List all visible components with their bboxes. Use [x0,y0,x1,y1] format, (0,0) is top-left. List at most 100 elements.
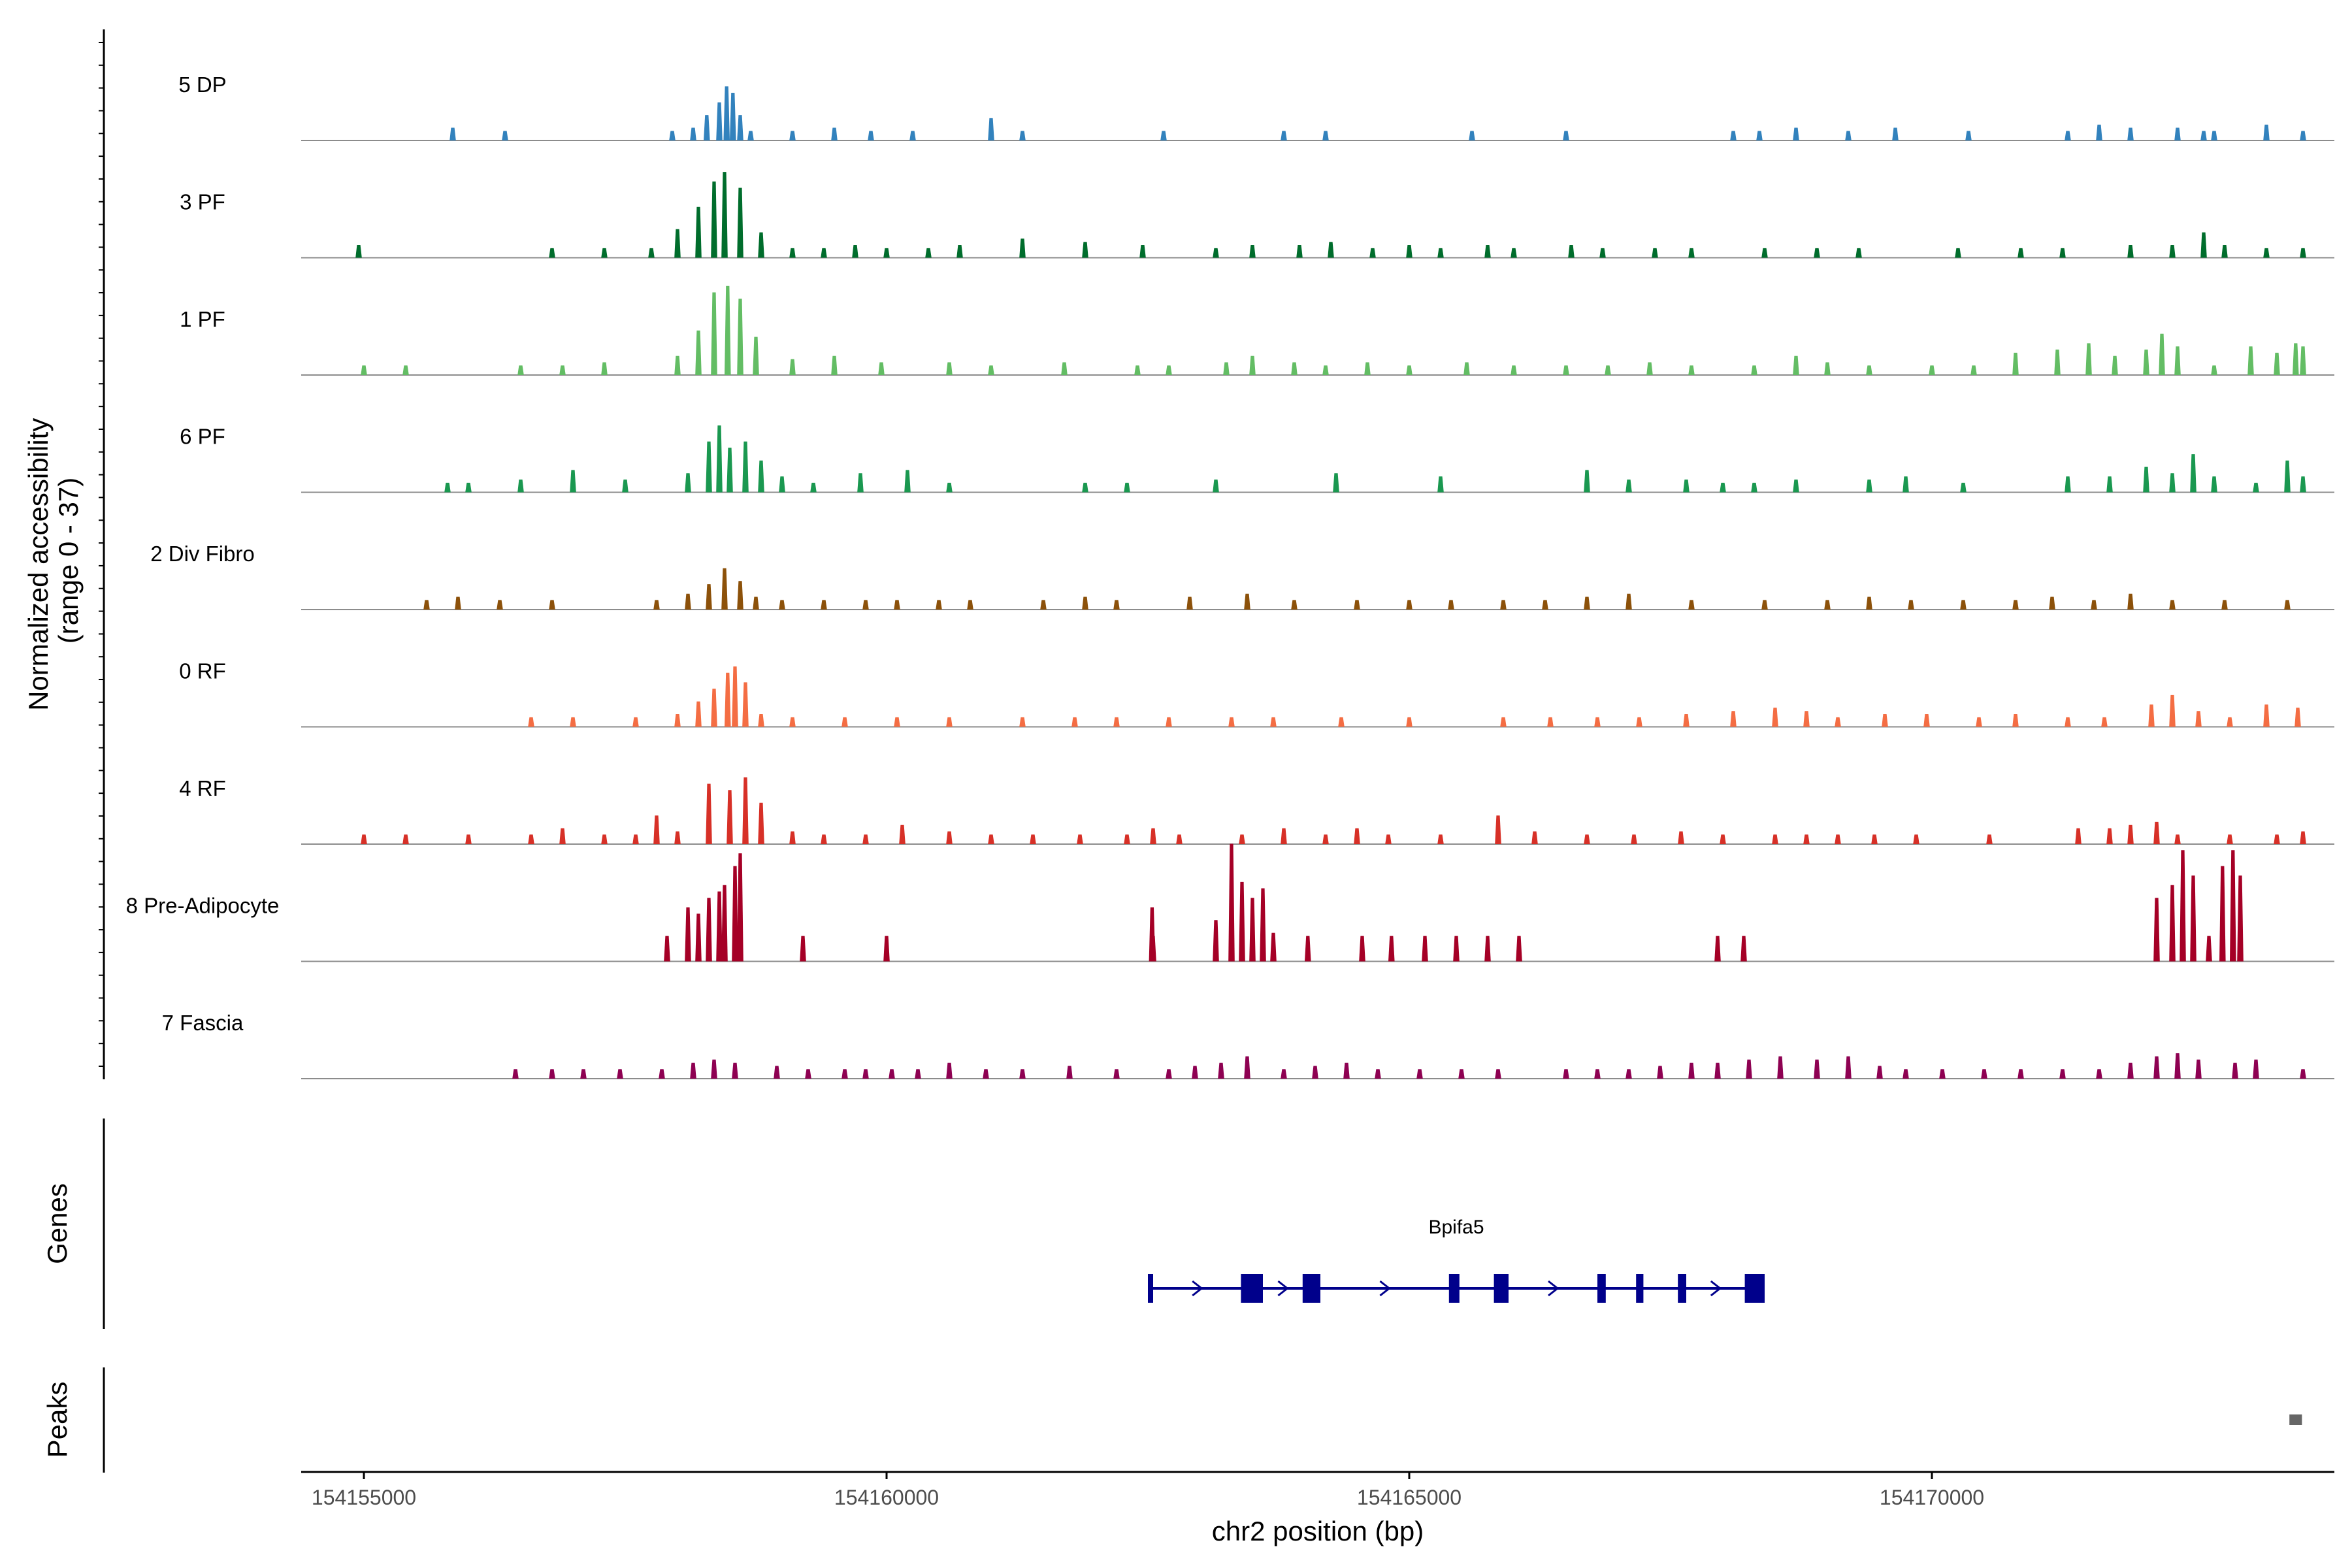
coverage-peak [2227,717,2233,727]
coverage-peak [1228,717,1235,727]
coverage-peak [674,229,681,258]
coverage-axis-title-line-2: (range 0 - 37) [53,478,84,644]
coverage-peak [742,682,749,727]
coverage-peak [1761,600,1768,610]
coverage-peak [2065,131,2071,140]
coverage-peak [465,482,472,493]
coverage-peak [747,131,754,140]
coverage-peak [2101,717,2108,727]
gene-exon [1678,1274,1686,1303]
coverage-peak [889,1069,895,1079]
coverage-peak [2096,1069,2102,1079]
coverage-peak [2065,476,2071,493]
coverage-peak [1913,834,1919,844]
coverage-peak [2180,850,2186,962]
coverage-peak [742,441,749,493]
coverage-peak [1463,362,1470,375]
coverage-peak [841,717,848,727]
coverage-peak [1584,596,1590,610]
coverage-peak [1568,245,1575,258]
coverage-peak [725,286,731,375]
coverage-peak [2300,831,2306,844]
coverage-peak [1150,828,1156,844]
coverage-peak [1406,245,1413,258]
coverage-peak [758,232,764,258]
coverage-peak [1531,831,1538,844]
coverage-peak [2012,352,2019,375]
coverage-peak [2274,834,2280,844]
coverage-peak [732,1062,738,1079]
x-axis: 154155000 154160000 154165000 154170000 [312,1472,1984,1509]
coverage-peak [723,86,730,140]
coverage-peak [1866,480,1872,493]
coverage-peak [2237,875,2244,962]
coverage-peak [967,600,973,610]
coverage-peak [2143,350,2149,375]
coverage-peak [789,359,796,375]
coverage-peak [1803,834,1810,844]
coverage-peak [648,248,655,258]
coverage-peak [2143,466,2149,493]
coverage-peak [2169,694,2176,727]
x-tick-label: 154155000 [312,1486,416,1509]
coverage-peak [730,93,736,140]
coverage-peak [841,1069,848,1079]
coverage-peak [685,907,691,962]
coverage-peak [1281,828,1287,844]
coverage-peak [2059,1069,2066,1079]
track-label: 0 RF [179,659,226,683]
coverage-peak [711,292,717,375]
coverage-peak [936,600,942,610]
coverage-peak [1740,936,1747,962]
coverage-peak [528,834,534,844]
coverage-peak [695,913,702,962]
coverage-peak [1892,127,1899,140]
coverage-peak [1077,834,1083,844]
coverage-peak [2059,248,2066,258]
coverage-peak [862,1069,869,1079]
peaks-panel-title: Peaks [42,1382,73,1458]
coverage-peak [653,815,660,844]
coverage-peak [2148,704,2155,727]
coverage-peak [1364,362,1371,375]
coverage-peak [402,365,409,375]
coverage-peak [1929,365,1935,375]
coverage-peak [1113,600,1120,610]
coverage-peak [1291,600,1298,610]
coverage-peak [1845,1056,1852,1079]
coverage-peak [737,581,743,610]
coverage-peak [721,172,728,258]
gene-bpifa5: Bpifa5 [1148,1217,1765,1303]
coverage-peak [2065,717,2071,727]
coverage-peak [690,1062,696,1079]
coverage-peak [423,600,430,610]
coverage-peak [2200,232,2207,258]
coverage-peak [1625,593,1632,610]
coverage-peak [1061,362,1068,375]
coverage-peak [2263,704,2270,727]
gene-exon [1636,1274,1644,1303]
coverage-peak [753,336,759,375]
coverage-peak [1218,1062,1224,1079]
coverage-peak [1244,593,1250,610]
x-tick-label: 154160000 [834,1486,939,1509]
gene-exon [1597,1274,1606,1303]
coverage-peak [2127,1062,2134,1079]
track-3-pf: 3 PF [180,172,2334,259]
coverage-peak [601,834,608,844]
coverage-peak [1547,717,1554,727]
coverage-peak [2174,1053,2181,1079]
coverage-peak [706,584,712,610]
coverage-peak [1793,480,1799,493]
coverage-peak [1166,1069,1172,1079]
coverage-peak [2106,828,2113,844]
coverage-peak [1981,1069,1987,1079]
coverage-peak [559,828,566,844]
coverage-peak [946,831,953,844]
coverage-peak [2169,600,2176,610]
coverage-peak [732,666,738,727]
coverage-peak [2127,245,2134,258]
coverage-peak [1594,717,1601,727]
coverage-peak [1563,365,1569,375]
strand-arrow [1277,1280,1289,1297]
